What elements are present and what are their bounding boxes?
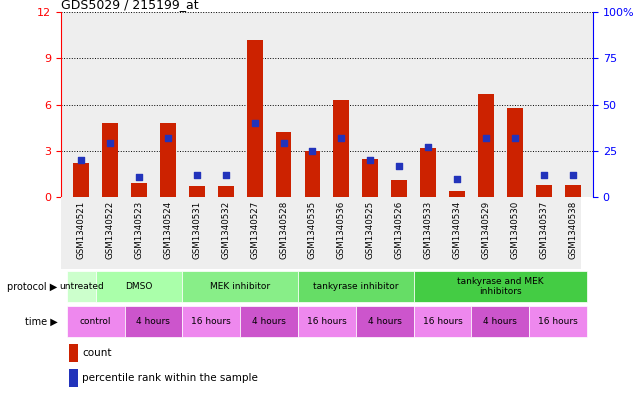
Bar [73,163,89,197]
Bar [276,132,292,197]
Bar [536,185,552,197]
Bar [472,306,529,337]
Bar [413,271,587,302]
Bar [189,186,204,197]
Text: GSM1340522: GSM1340522 [106,201,115,259]
Text: time ▶: time ▶ [25,317,58,327]
Bar [356,306,413,337]
Text: tankyrase inhibitor: tankyrase inhibitor [313,282,399,291]
Text: 16 hours: 16 hours [307,317,347,326]
Bar [413,306,472,337]
Point [538,172,549,178]
Text: GSM1340532: GSM1340532 [221,201,230,259]
Bar [449,191,465,197]
Point [221,172,231,178]
Point [76,157,87,163]
Bar [529,306,587,337]
Text: tankyrase and MEK
inhibitors: tankyrase and MEK inhibitors [457,277,544,296]
Bar [182,306,240,337]
Text: GDS5029 / 215199_at: GDS5029 / 215199_at [61,0,199,11]
Text: 4 hours: 4 hours [483,317,517,326]
Point [452,175,462,182]
Bar [69,344,78,362]
Text: GSM1340523: GSM1340523 [135,201,144,259]
Bar [565,185,581,197]
Text: GSM1340537: GSM1340537 [539,201,548,259]
Bar [67,271,96,302]
Bar [333,100,349,197]
Point [249,120,260,126]
Text: untreated: untreated [59,282,103,291]
Text: MEK inhibitor: MEK inhibitor [210,282,271,291]
Text: GSM1340531: GSM1340531 [192,201,201,259]
Text: GSM1340524: GSM1340524 [163,201,172,259]
Text: GSM1340536: GSM1340536 [337,201,346,259]
Text: 4 hours: 4 hours [137,317,171,326]
Bar [102,123,118,197]
Bar [240,306,298,337]
Bar [96,271,182,302]
Bar [182,271,298,302]
Text: GSM1340526: GSM1340526 [395,201,404,259]
Text: GSM1340530: GSM1340530 [510,201,519,259]
Text: 16 hours: 16 hours [192,317,231,326]
Bar [391,180,407,197]
Point [481,135,491,141]
Bar [247,40,263,197]
Bar [160,123,176,197]
Bar [420,148,436,197]
Text: GSM1340538: GSM1340538 [568,201,577,259]
Text: count: count [82,347,112,358]
Point [134,174,144,180]
Point [394,162,404,169]
Point [510,135,520,141]
Point [192,172,202,178]
Bar [218,186,234,197]
Point [163,135,173,141]
Text: GSM1340533: GSM1340533 [424,201,433,259]
Bar [131,183,147,197]
Text: DMSO: DMSO [125,282,153,291]
Text: GSM1340527: GSM1340527 [250,201,259,259]
Text: GSM1340534: GSM1340534 [453,201,462,259]
Text: control: control [80,317,112,326]
Text: GSM1340528: GSM1340528 [279,201,288,259]
Bar [67,306,124,337]
Point [337,135,347,141]
Text: percentile rank within the sample: percentile rank within the sample [82,373,258,382]
Point [365,157,376,163]
Bar [69,369,78,387]
Text: 16 hours: 16 hours [538,317,578,326]
Bar [507,108,523,197]
Point [307,148,317,154]
Text: 16 hours: 16 hours [422,317,462,326]
Text: GSM1340529: GSM1340529 [481,201,490,259]
Point [105,140,115,147]
Bar [124,306,182,337]
Bar [298,271,413,302]
Text: 4 hours: 4 hours [252,317,286,326]
Text: GSM1340521: GSM1340521 [77,201,86,259]
Point [278,140,288,147]
Bar [478,94,494,197]
Text: GSM1340535: GSM1340535 [308,201,317,259]
Text: GSM1340525: GSM1340525 [366,201,375,259]
Bar [298,306,356,337]
Bar [304,151,320,197]
Text: protocol ▶: protocol ▶ [8,281,58,292]
Text: 4 hours: 4 hours [368,317,402,326]
Point [567,172,578,178]
Point [423,144,433,150]
Bar [362,158,378,197]
